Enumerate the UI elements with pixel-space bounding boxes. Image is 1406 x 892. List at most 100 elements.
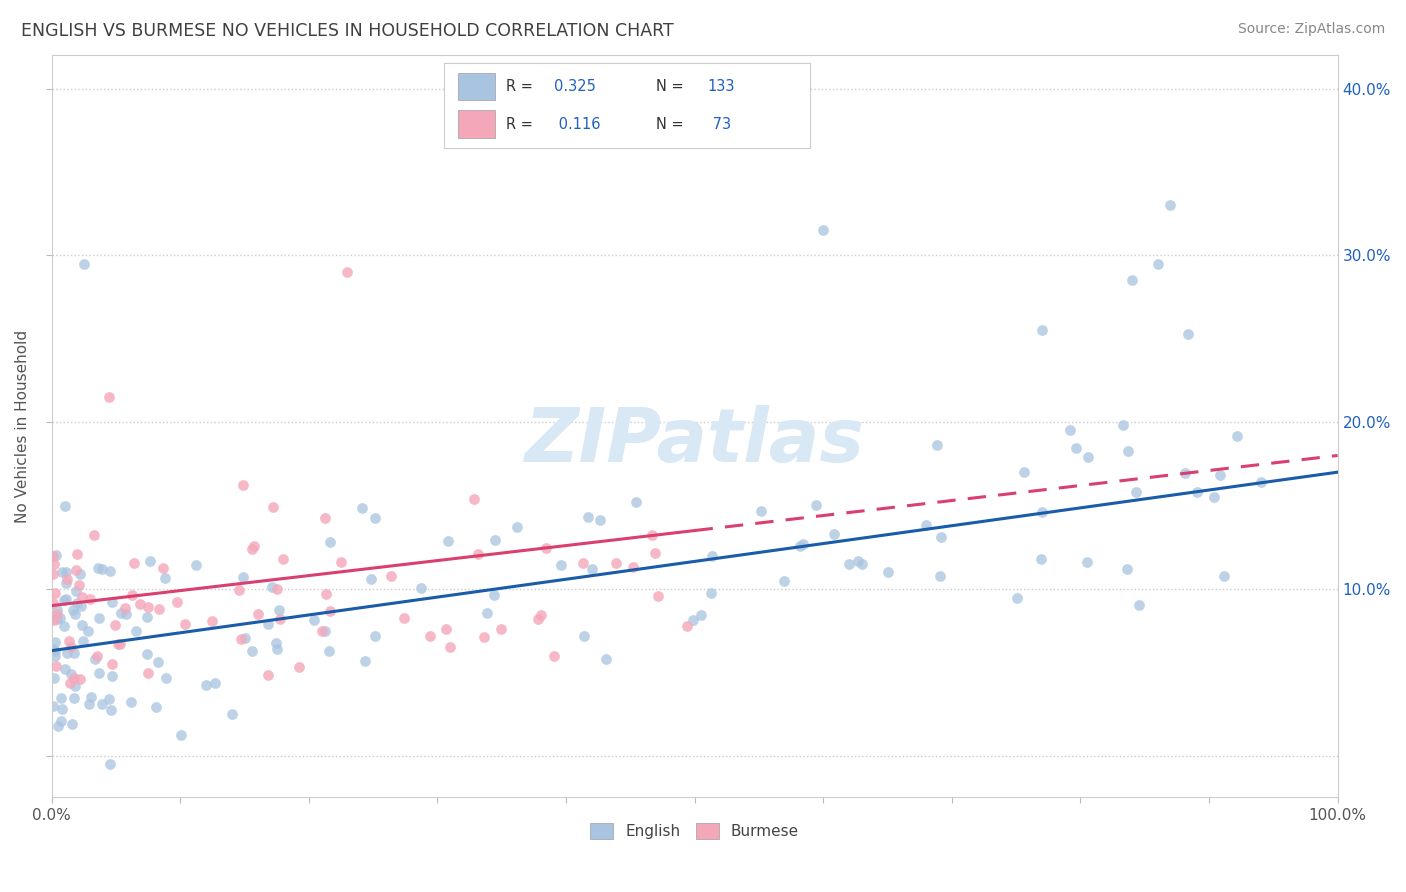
Point — [65, 563, 87, 577]
Point — [166, 595, 188, 609]
Point — [231, 632, 253, 646]
Point — [65, 584, 87, 599]
Point — [45, 659, 67, 673]
Point — [1250, 475, 1272, 489]
Point — [876, 566, 898, 580]
Point — [330, 556, 353, 570]
Point — [647, 589, 669, 603]
Point — [120, 695, 142, 709]
Point — [101, 595, 124, 609]
Point — [100, 669, 122, 683]
Point — [42, 671, 65, 685]
Point — [56, 572, 79, 586]
Point — [1226, 428, 1249, 442]
Point — [1116, 444, 1139, 458]
Point — [52, 593, 75, 607]
Point — [491, 622, 513, 636]
Point — [851, 557, 873, 571]
Point — [46, 719, 69, 733]
Point — [49, 611, 72, 625]
Point — [1121, 273, 1143, 287]
Point — [51, 565, 73, 579]
Point — [262, 581, 284, 595]
Point — [59, 675, 82, 690]
Point — [419, 629, 441, 643]
Point — [60, 716, 83, 731]
Point — [53, 619, 76, 633]
Point — [364, 511, 387, 525]
Point — [682, 613, 704, 627]
Point — [62, 690, 84, 705]
Point — [1125, 485, 1147, 500]
Point — [1076, 555, 1098, 569]
Point — [621, 560, 644, 574]
Point — [589, 513, 612, 527]
Point — [79, 591, 101, 606]
Point — [644, 546, 666, 560]
Point — [201, 615, 224, 629]
Point — [1116, 562, 1139, 576]
Point — [434, 622, 457, 636]
Point — [700, 549, 723, 563]
Point — [77, 624, 100, 638]
Point — [1059, 423, 1081, 437]
Point — [240, 541, 263, 556]
Point — [136, 600, 159, 615]
Point — [572, 557, 595, 571]
Point — [823, 526, 845, 541]
Point — [53, 662, 76, 676]
Point — [155, 671, 177, 685]
Point — [550, 558, 572, 573]
Point — [243, 539, 266, 553]
Point — [59, 666, 82, 681]
Point — [67, 578, 90, 592]
Point — [42, 566, 65, 581]
Point — [605, 556, 627, 570]
Point — [228, 582, 250, 597]
Point — [1005, 591, 1028, 605]
Point — [69, 673, 91, 687]
Point — [44, 644, 66, 658]
Point — [101, 657, 124, 672]
Point — [914, 518, 936, 533]
Point — [89, 666, 111, 681]
Point — [107, 637, 129, 651]
Point — [929, 569, 952, 583]
Point — [70, 599, 93, 614]
Point — [262, 500, 284, 514]
Point — [527, 611, 550, 625]
Point — [42, 557, 65, 571]
Point — [98, 691, 121, 706]
Point — [63, 607, 86, 622]
Point — [1112, 418, 1135, 433]
Point — [792, 537, 814, 551]
Point — [69, 567, 91, 582]
Point — [98, 757, 121, 772]
Point — [319, 534, 342, 549]
Point — [437, 534, 460, 549]
Point — [1174, 466, 1197, 480]
Point — [45, 603, 67, 617]
Text: ENGLISH VS BURMESE NO VEHICLES IN HOUSEHOLD CORRELATION CHART: ENGLISH VS BURMESE NO VEHICLES IN HOUSEH… — [21, 22, 673, 40]
Point — [221, 706, 243, 721]
Point — [439, 640, 461, 654]
Point — [170, 728, 193, 742]
Point — [46, 612, 69, 626]
Point — [1031, 505, 1053, 519]
Point — [311, 624, 333, 638]
Point — [463, 491, 485, 506]
Point — [267, 603, 290, 617]
Point — [55, 565, 77, 579]
Point — [173, 616, 195, 631]
Point — [204, 676, 226, 690]
Point — [534, 541, 557, 556]
Point — [392, 611, 415, 625]
Point — [98, 565, 121, 579]
Point — [91, 562, 114, 576]
Point — [56, 646, 79, 660]
Point — [264, 635, 287, 649]
Point — [104, 617, 127, 632]
Y-axis label: No Vehicles in Household: No Vehicles in Household — [15, 330, 30, 523]
Point — [87, 611, 110, 625]
Point — [77, 697, 100, 711]
